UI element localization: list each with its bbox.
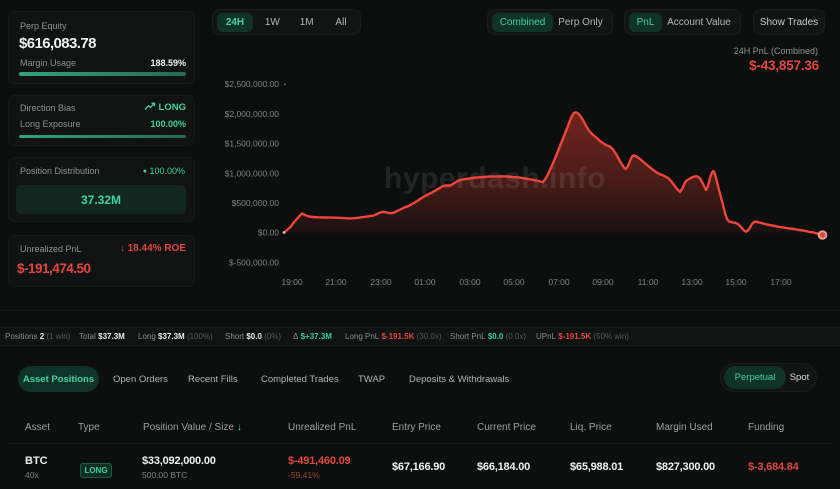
svg-text:21:00: 21:00 xyxy=(325,277,347,287)
svg-text:hyperdash.info: hyperdash.info xyxy=(384,162,606,195)
svg-text:$500,000.00: $500,000.00 xyxy=(232,198,280,208)
svg-text:11:00: 11:00 xyxy=(638,277,659,287)
svg-text:09:00: 09:00 xyxy=(592,277,614,287)
svg-text:23:00: 23:00 xyxy=(370,277,392,287)
svg-text:05:00: 05:00 xyxy=(503,277,525,287)
svg-text:$1,500,000.00: $1,500,000.00 xyxy=(225,139,280,149)
svg-text:01:00: 01:00 xyxy=(414,277,436,287)
svg-text:03:00: 03:00 xyxy=(459,277,481,287)
svg-text:$2,500,000.00: $2,500,000.00 xyxy=(225,79,280,89)
svg-text:15:00: 15:00 xyxy=(725,277,747,287)
svg-text:$-500,000.00: $-500,000.00 xyxy=(229,257,279,267)
svg-text:13:00: 13:00 xyxy=(681,277,703,287)
svg-text:19:00: 19:00 xyxy=(281,277,303,287)
svg-text:$1,000,000.00: $1,000,000.00 xyxy=(225,168,280,178)
svg-text:$0.00: $0.00 xyxy=(258,228,280,238)
svg-text:07:00: 07:00 xyxy=(548,277,570,287)
svg-text:17:00: 17:00 xyxy=(770,277,792,287)
svg-text:$2,000,000.00: $2,000,000.00 xyxy=(225,109,280,119)
